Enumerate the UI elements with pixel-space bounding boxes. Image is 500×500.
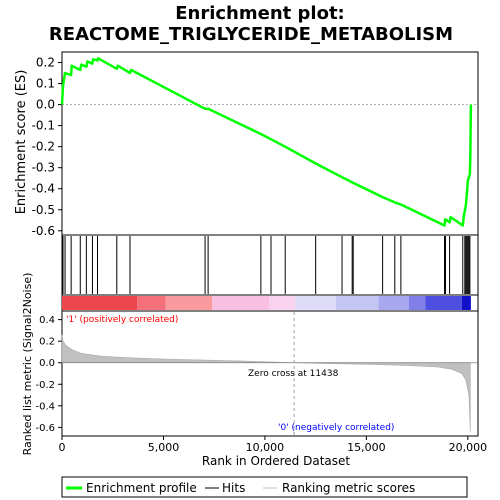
es-panel-frame xyxy=(61,51,479,236)
es-ytick-label: -0.3 xyxy=(32,161,55,175)
x-tick-label: 15,000 xyxy=(347,441,386,454)
rank-ytick-label: 0.0 xyxy=(39,358,55,369)
heatbar-segment xyxy=(409,296,426,310)
chart-title-line2: REACTOME_TRIGLYCERIDE_METABOLISM xyxy=(49,24,453,45)
rank-ytick-label: 0.2 xyxy=(39,337,55,348)
heatbar-segment xyxy=(335,296,379,310)
x-axis: 0 5,000 10,000 15,000 20,000 xyxy=(59,436,488,454)
es-ytick-label: -0.5 xyxy=(32,203,55,217)
es-ytick-label: -0.1 xyxy=(32,119,55,133)
es-axis-ticks: 0.2 0.1 0.0 -0.1 -0.2 -0.3 -0.4 -0.5 -0.6 xyxy=(32,56,478,238)
rank-metric-layer xyxy=(61,312,478,435)
x-tick-label: 5,000 xyxy=(148,441,180,454)
positive-correlation-label: '1' (positively correlated) xyxy=(66,315,178,325)
heatbar-segment xyxy=(165,296,213,310)
legend-box xyxy=(61,476,468,498)
rank-axis-ticks: 0.4 0.2 0.0 -0.2 -0.4 -0.6 xyxy=(35,315,62,434)
rank-ytick-label: -0.2 xyxy=(35,380,55,391)
heatbar-layer xyxy=(62,296,471,310)
heatbar-segment xyxy=(137,296,166,310)
heatbar-segment xyxy=(62,296,138,310)
es-ytick-label: 0.1 xyxy=(36,77,55,91)
heatbar-segment xyxy=(212,296,269,310)
es-line-layer xyxy=(60,57,473,227)
rank-ytick-label: 0.4 xyxy=(39,315,55,326)
heatbar-segment xyxy=(268,296,296,310)
legend-label-hits: Hits xyxy=(222,481,245,495)
es-ytick-label: -0.4 xyxy=(32,182,55,196)
es-ytick-label: -0.2 xyxy=(32,140,55,154)
zero-cross-label: Zero cross at 11438 xyxy=(248,369,339,379)
chart-title-line1: Enrichment plot: xyxy=(175,3,345,24)
hits-panel-frame xyxy=(61,234,479,296)
heatbar-segment xyxy=(378,296,410,310)
rank-panel-frame xyxy=(61,310,479,437)
rank-ytick-label: -0.4 xyxy=(35,401,55,412)
legend-label-profile: Enrichment profile xyxy=(86,481,197,495)
es-axis-label: Enrichment score (ES) xyxy=(14,70,29,215)
negative-correlation-label: '0' (negatively correlated) xyxy=(278,423,394,433)
es-ytick-label: 0.0 xyxy=(36,98,55,112)
rank-axis-label: Ranked list metric (Signal2Noise) xyxy=(21,273,34,456)
x-tick-label: 10,000 xyxy=(246,441,285,454)
es-ytick-label: -0.6 xyxy=(32,224,55,238)
es-profile-line xyxy=(60,57,473,227)
legend-label-ranking: Ranking metric scores xyxy=(282,481,415,495)
x-axis-label: Rank in Ordered Dataset xyxy=(202,454,350,468)
x-tick-label: 0 xyxy=(59,441,66,454)
es-ytick-label: 0.2 xyxy=(36,56,55,70)
heatbar-segment xyxy=(425,296,462,310)
heatbar-segment xyxy=(461,296,471,310)
x-tick-label: 20,000 xyxy=(449,441,488,454)
heatbar-segment xyxy=(295,296,336,310)
rank-ytick-label: -0.6 xyxy=(35,423,55,434)
hits-layer xyxy=(62,236,471,294)
